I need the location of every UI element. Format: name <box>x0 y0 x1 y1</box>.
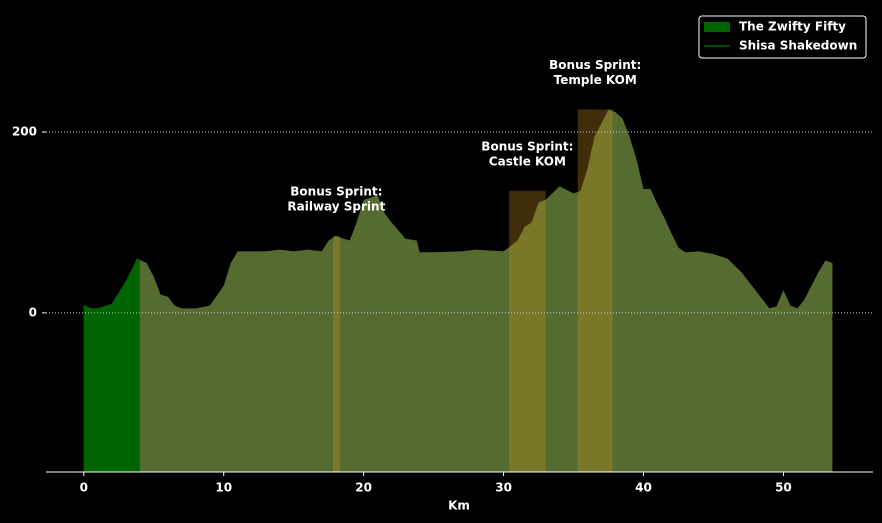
x-tick-label: 20 <box>355 481 372 495</box>
zone-label: Castle KOM <box>489 154 566 168</box>
elevation-area <box>83 109 833 472</box>
sprint-zone <box>509 190 546 473</box>
x-tick-label: 50 <box>775 481 792 495</box>
zone-label: Bonus Sprint: <box>549 58 641 72</box>
zone-label: Temple KOM <box>554 73 637 87</box>
sprint-zone <box>577 109 613 472</box>
legend-swatch <box>704 22 730 32</box>
x-tick-label: 0 <box>80 481 88 495</box>
y-tick-label: 200 <box>12 125 37 139</box>
zone-label: Railway Sprint <box>287 200 385 214</box>
y-tick-label: 0 <box>29 305 37 319</box>
legend-box <box>698 15 867 59</box>
zone-label: Bonus Sprint: <box>481 139 573 153</box>
x-tick-label: 40 <box>635 481 652 495</box>
zone-label: Bonus Sprint: <box>290 185 382 199</box>
elevation-area <box>83 258 140 472</box>
legend-label: Shisa Shakedown <box>739 39 857 53</box>
legend-label: The Zwifty Fifty <box>739 20 846 34</box>
sprint-zone <box>332 236 340 472</box>
legend: The Zwifty Fifty Shisa Shakedown <box>698 15 867 59</box>
x-tick-label: 30 <box>495 481 512 495</box>
x-tick-label: 10 <box>215 481 232 495</box>
x-axis-label: Km <box>448 499 470 513</box>
